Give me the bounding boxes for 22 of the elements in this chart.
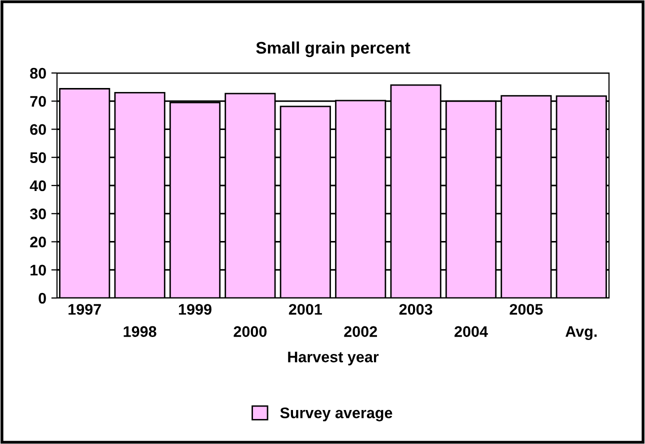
x-tick-label: 2004 <box>454 326 488 337</box>
x-tick-label: 1997 <box>68 304 101 315</box>
chart-title: Small grain percent <box>256 41 410 58</box>
x-tick-label: 1999 <box>178 304 212 315</box>
y-tick-label: 0 <box>38 292 46 304</box>
y-tick-label: 30 <box>30 208 46 220</box>
x-axis-title: Harvest year <box>288 352 379 366</box>
y-tick-label: 50 <box>30 152 46 164</box>
x-tick-label: Avg. <box>566 326 597 340</box>
y-tick-label: 80 <box>30 68 46 79</box>
legend-label: Survey average <box>280 407 392 422</box>
x-tick-label: 2003 <box>399 304 432 315</box>
x-tick-label: 2002 <box>344 326 377 337</box>
y-tick-label: 10 <box>30 264 46 276</box>
x-tick-label: 2005 <box>510 304 543 315</box>
y-tick-label: 70 <box>30 96 46 107</box>
x-tick-label: 1998 <box>124 326 156 337</box>
y-tick-label: 60 <box>30 124 46 135</box>
x-tick-label: 2001 <box>288 304 322 315</box>
x-tick-label: 2000 <box>234 326 267 337</box>
y-tick-label: 40 <box>30 180 46 192</box>
y-tick-label: 20 <box>30 236 46 248</box>
